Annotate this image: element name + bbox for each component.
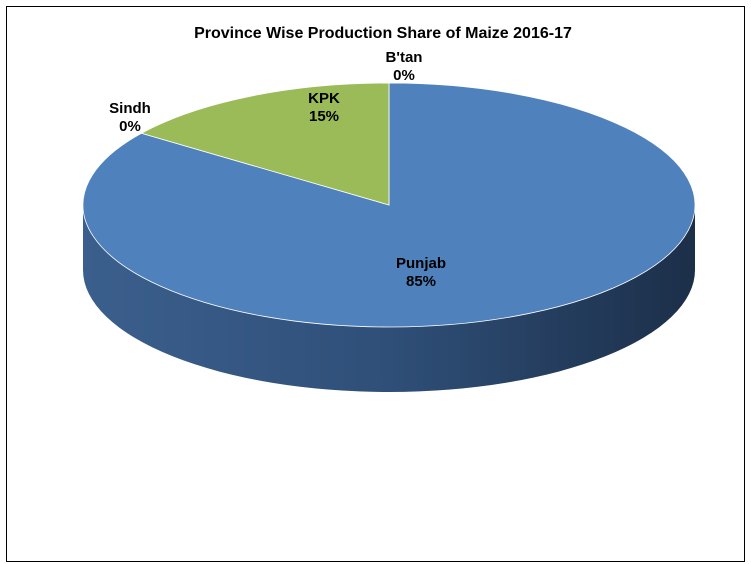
label-b-tan: B'tan [386,49,423,66]
side-punjab [83,205,695,392]
pie-area [82,82,696,392]
slice-kpk [140,82,390,206]
chart-title: Province Wise Production Share of Maize … [194,25,572,42]
value-b-tan: 0% [393,67,415,84]
label-punjab: Punjab [396,255,446,272]
value-punjab: 85% [406,273,436,290]
value-kpk: 15% [309,108,339,125]
value-sindh: 0% [119,118,141,135]
label-kpk: KPK [308,90,340,107]
label-sindh: Sindh [109,100,151,117]
